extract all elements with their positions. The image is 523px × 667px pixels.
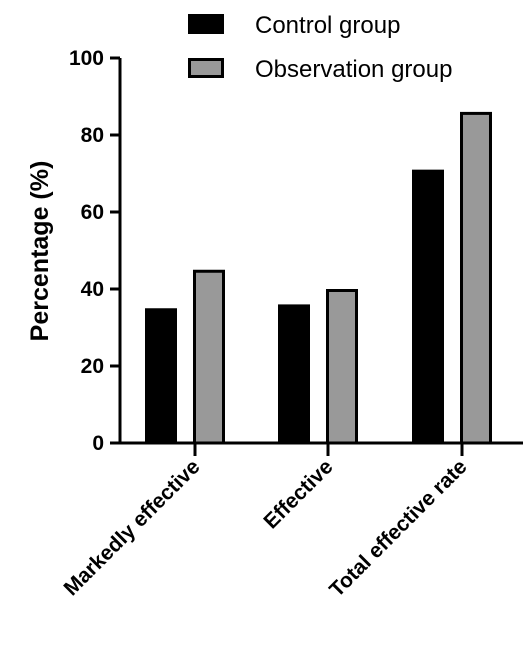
bars	[147, 113, 491, 443]
y-tick-label: 100	[69, 47, 104, 70]
y-tick-label: 40	[81, 278, 104, 301]
y-axis-title: Percentage (%)	[26, 161, 54, 342]
legend: Control group Observation group	[190, 12, 453, 83]
y-tick-label: 0	[92, 432, 104, 455]
observation-group-bar	[195, 271, 224, 443]
legend-swatch	[190, 60, 223, 77]
x-category-label: Effective	[259, 455, 337, 533]
control-group-bar	[280, 306, 309, 443]
legend-label: Control group	[255, 12, 400, 39]
y-axis: Percentage (%) 0 20 40 60 80 100	[26, 47, 120, 455]
control-group-bar	[414, 171, 443, 443]
x-category-label: Total effective rate	[325, 455, 471, 601]
legend-swatch	[190, 16, 223, 33]
y-tick-label: 20	[81, 355, 104, 378]
legend-label: Observation group	[255, 56, 452, 83]
observation-group-bar	[462, 113, 491, 443]
control-group-bar	[147, 310, 176, 443]
y-tick-label: 60	[81, 201, 104, 224]
x-category-label: Markedly effective	[60, 455, 205, 600]
observation-group-bar	[328, 291, 357, 444]
y-tick-label: 80	[81, 124, 104, 147]
